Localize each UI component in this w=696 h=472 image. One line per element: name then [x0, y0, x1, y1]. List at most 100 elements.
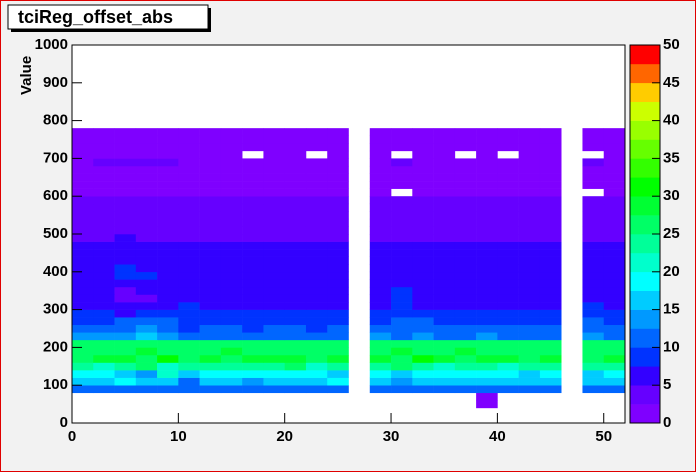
- heat-cell: [582, 203, 605, 212]
- heat-cell: [369, 165, 392, 174]
- heat-cell: [220, 196, 243, 205]
- heat-cell: [518, 370, 541, 378]
- heat-cell: [582, 173, 605, 182]
- heat-cell: [454, 143, 477, 152]
- heat-cell: [93, 211, 115, 220]
- heat-cell: [539, 271, 562, 280]
- heat-cell: [135, 385, 158, 394]
- heat-cell: [433, 286, 456, 295]
- heat-cell: [93, 203, 115, 212]
- heat-cell: [135, 181, 158, 189]
- heat-cell: [72, 286, 94, 295]
- heat-cell: [327, 211, 349, 220]
- heat-cell: [327, 385, 349, 394]
- heat-cell: [199, 354, 222, 363]
- heat-cell: [305, 188, 328, 197]
- heat-cell: [497, 218, 519, 227]
- heat-cell: [242, 294, 264, 303]
- heat-cell: [305, 385, 328, 394]
- heat-cell: [284, 181, 307, 189]
- heat-cell: [242, 332, 264, 341]
- heat-cell: [199, 362, 222, 371]
- y-tick-label: 800: [43, 112, 68, 129]
- heat-cell: [284, 286, 307, 295]
- heat-cell: [242, 143, 264, 152]
- x-tick-label: 10: [170, 428, 187, 445]
- heat-cell: [199, 173, 222, 182]
- heat-cell: [476, 286, 498, 295]
- heat-cell: [220, 234, 243, 242]
- heat-cell: [93, 294, 115, 303]
- heat-cell: [305, 354, 328, 363]
- heat-cell: [72, 181, 94, 189]
- heat-cell: [72, 241, 94, 250]
- heat-cell: [603, 271, 626, 280]
- heat-cell: [476, 385, 498, 394]
- heat-cell: [72, 135, 94, 144]
- heat-cell: [476, 339, 498, 348]
- heat-cell: [412, 173, 434, 182]
- heat-cell: [369, 347, 392, 356]
- heat-cell: [412, 196, 434, 205]
- heat-cell: [518, 234, 541, 242]
- heat-cell: [284, 317, 307, 326]
- heat-cell: [114, 354, 137, 363]
- heat-cell: [539, 143, 562, 152]
- heat-cell: [603, 362, 626, 371]
- heat-cell: [305, 377, 328, 386]
- heat-cell: [497, 173, 519, 182]
- heat-cell: [497, 385, 519, 394]
- heat-cell: [93, 249, 115, 257]
- heat-cell: [305, 332, 328, 341]
- heat-cell: [114, 211, 137, 220]
- heat-cell: [476, 324, 498, 333]
- heat-cell: [603, 279, 626, 288]
- heat-cell: [518, 158, 541, 167]
- heat-cell: [582, 196, 605, 205]
- heat-cell: [157, 188, 179, 197]
- heat-cell: [157, 302, 179, 310]
- heat-cell: [263, 143, 285, 152]
- color-swatch: [630, 290, 660, 310]
- heat-cell: [539, 128, 562, 137]
- heat-cell: [454, 249, 477, 257]
- heat-cell: [476, 218, 498, 227]
- heat-cell: [476, 332, 498, 341]
- heat-cell: [476, 400, 498, 409]
- heat-cell: [114, 294, 137, 303]
- heat-cell: [582, 211, 605, 220]
- heat-cell: [327, 196, 349, 205]
- heat-cell: [93, 188, 115, 197]
- heat-cell: [135, 135, 158, 144]
- heat-cell: [157, 362, 179, 371]
- heat-cell: [391, 234, 413, 242]
- heat-cell: [220, 385, 243, 394]
- heat-cell: [72, 271, 94, 280]
- heat-cell: [263, 211, 285, 220]
- heat-cell: [412, 218, 434, 227]
- heat-cell: [412, 385, 434, 394]
- heat-cell: [412, 347, 434, 356]
- heat-cell: [412, 302, 434, 310]
- heat-cell: [305, 279, 328, 288]
- heat-cell: [476, 271, 498, 280]
- title-box: [7, 4, 209, 30]
- heat-cell: [72, 249, 94, 257]
- heat-cell: [391, 241, 413, 250]
- heat-cell: [327, 324, 349, 333]
- heat-cell: [284, 188, 307, 197]
- heat-cell: [178, 218, 200, 227]
- heat-cell: [582, 362, 605, 371]
- heat-cell: [93, 234, 115, 242]
- heat-cell: [242, 135, 264, 144]
- heat-cell: [220, 203, 243, 212]
- heat-cell: [391, 211, 413, 220]
- heat-cell: [72, 317, 94, 326]
- heat-cell: [220, 249, 243, 257]
- heat-cell: [476, 203, 498, 212]
- heat-cell: [327, 362, 349, 371]
- heat-cell: [263, 173, 285, 182]
- heat-cell: [539, 294, 562, 303]
- y-tick-label: 1000: [35, 36, 68, 53]
- heat-cell: [135, 128, 158, 137]
